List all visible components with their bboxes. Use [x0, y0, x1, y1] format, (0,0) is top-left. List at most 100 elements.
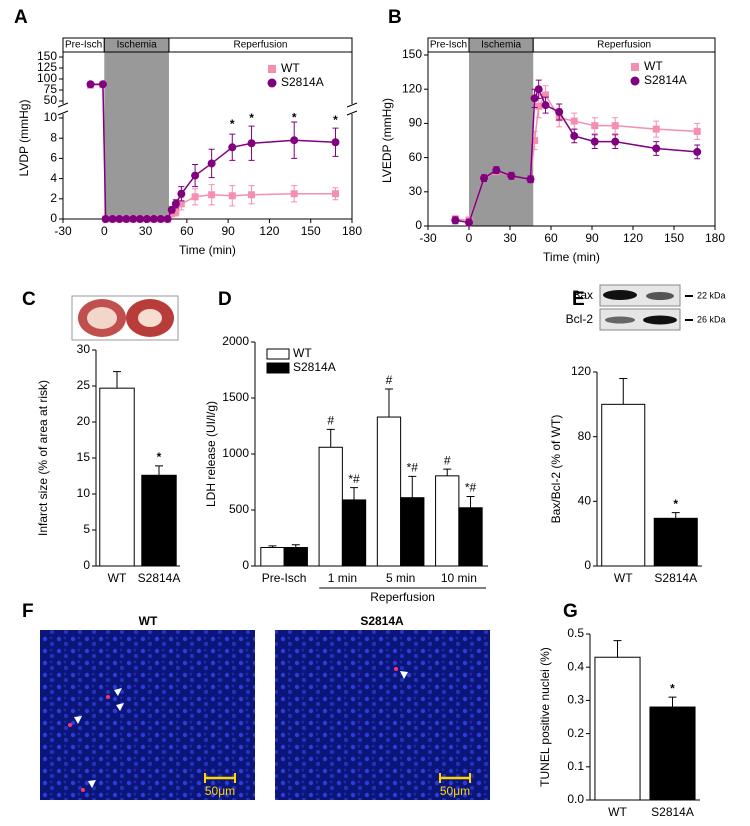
y-axis-label: LDH release (UI/l/g) — [204, 401, 218, 507]
blot-marker: 22 kDa — [697, 290, 726, 300]
y-tick-label: 5 — [83, 522, 90, 536]
data-point — [590, 137, 599, 146]
x-tick-label: 30 — [139, 224, 153, 238]
plot-frame — [62, 37, 353, 220]
bar — [99, 387, 135, 567]
data-point — [611, 122, 619, 130]
bar — [435, 475, 460, 567]
phase-label: Reperfusion — [234, 40, 288, 51]
bar — [594, 656, 641, 801]
annotation: *# — [407, 461, 419, 475]
image-label: WT — [139, 614, 158, 628]
data-point — [507, 171, 516, 180]
x-tick-label: Pre-Isch — [262, 571, 307, 585]
y-tick-label: 0 — [415, 218, 422, 232]
y-tick-label: 0 — [584, 558, 591, 572]
annotation: * — [673, 497, 678, 511]
y-tick-label: 6 — [50, 151, 57, 165]
y-tick-label: 75 — [44, 82, 58, 96]
error-bar — [613, 640, 622, 658]
data-point — [247, 139, 256, 148]
data-point — [534, 85, 543, 94]
group-label: Reperfusion — [370, 590, 435, 604]
y-tick-label: 90 — [409, 116, 423, 130]
data-point — [570, 117, 578, 125]
y-tick-label: 150 — [37, 49, 57, 63]
y-tick-label: 0 — [242, 558, 249, 572]
y-tick-label: 0 — [50, 211, 57, 225]
panel-letter: D — [218, 289, 232, 310]
phase-label: Ischemia — [481, 40, 521, 51]
data-point — [108, 215, 117, 223]
y-tick-label: 125 — [37, 60, 57, 74]
x-tick-label: WT — [614, 571, 633, 585]
data-point — [693, 147, 702, 156]
axis-break — [58, 104, 68, 114]
x-tick-label: S2814A — [138, 571, 181, 585]
data-point — [149, 215, 158, 223]
data-point — [331, 190, 339, 198]
data-point — [122, 215, 131, 223]
error-bar — [619, 377, 628, 405]
image-label: S2814A — [360, 614, 404, 628]
data-point — [101, 215, 110, 223]
y-tick-label: 4 — [50, 171, 57, 185]
x-tick-label: WT — [108, 571, 127, 585]
error-bar — [326, 428, 335, 448]
axis-break — [346, 110, 358, 116]
data-point — [142, 215, 151, 223]
annotation: # — [444, 453, 451, 467]
data-point — [191, 193, 199, 201]
x-tick-label: 5 min — [386, 571, 415, 585]
data-point — [129, 215, 138, 223]
axis-break — [346, 102, 358, 108]
bar — [649, 706, 696, 801]
y-tick-label: 30 — [409, 184, 423, 198]
x-tick-label: 60 — [180, 224, 194, 238]
y-tick-label: 40 — [578, 494, 592, 508]
annotation: * — [333, 113, 338, 127]
data-point — [228, 143, 237, 152]
legend-marker — [630, 76, 640, 86]
y-axis-label: Infarct size (% of area at risk) — [36, 380, 50, 536]
bar — [260, 547, 285, 567]
blot-marker: 26 kDa — [697, 314, 726, 324]
y-tick-label: 10 — [44, 110, 58, 124]
x-tick-label: 90 — [585, 231, 599, 245]
y-axis-label: LVDP (mmHg) — [17, 100, 31, 177]
y-tick-label: 0.3 — [567, 693, 584, 707]
y-tick-label: 0.0 — [567, 792, 584, 806]
panel-letter: G — [563, 601, 578, 622]
x-tick-label: 10 min — [441, 571, 477, 585]
y-tick-label: 0.1 — [567, 759, 584, 773]
x-tick-label: 120 — [623, 231, 643, 245]
y-tick-label: 20 — [77, 414, 91, 428]
bar — [400, 497, 425, 567]
y-tick-label: 15 — [77, 450, 91, 464]
error-bar — [668, 696, 677, 708]
data-point — [177, 189, 186, 198]
bar — [458, 507, 483, 567]
data-point — [451, 216, 460, 225]
blot-label: Bax — [572, 288, 593, 302]
micrograph — [40, 630, 490, 800]
data-point — [693, 127, 701, 135]
phase-label: Pre-Isch — [430, 40, 467, 51]
data-point — [331, 138, 340, 147]
annotation: *# — [348, 472, 360, 486]
panel-letter: A — [14, 7, 28, 28]
x-tick-label: 150 — [664, 231, 684, 245]
panel-letter: F — [22, 601, 34, 622]
data-point — [530, 94, 539, 103]
y-axis-label: Bax/Bcl-2 (% of WT) — [549, 415, 563, 524]
error-bar — [408, 475, 417, 498]
legend-marker — [631, 63, 639, 71]
y-tick-label: 1000 — [222, 446, 249, 460]
legend-label: S2814A — [644, 73, 687, 87]
data-point — [652, 144, 661, 153]
data-point — [465, 218, 473, 227]
legend-marker — [266, 362, 290, 374]
data-point — [228, 192, 236, 200]
y-axis-label: TUNEL positive nuclei (%) — [538, 647, 552, 787]
x-tick-label: 60 — [544, 231, 558, 245]
